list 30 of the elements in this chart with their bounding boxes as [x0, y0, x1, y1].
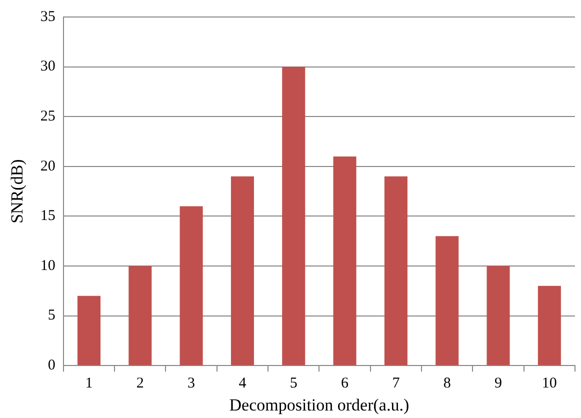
x-tick-label: 4 — [238, 376, 247, 392]
bar — [436, 236, 459, 366]
y-tick-label: 0 — [48, 358, 56, 374]
x-tick-label: 3 — [188, 376, 196, 392]
bar — [282, 66, 306, 366]
bar — [486, 266, 510, 366]
y-tick-label: 5 — [48, 308, 56, 324]
x-tick-label: 5 — [290, 376, 298, 392]
y-tick-label: 20 — [40, 158, 56, 174]
bar — [128, 266, 152, 366]
x-tick-label: 1 — [85, 376, 93, 392]
x-tick-label: 2 — [136, 376, 144, 392]
y-tick-label: 35 — [40, 8, 56, 25]
x-tick-label: 7 — [392, 376, 400, 392]
x-tick-label: 6 — [341, 376, 350, 392]
bar — [333, 156, 356, 366]
bar — [77, 296, 100, 366]
bar — [538, 286, 561, 366]
y-tick-label: 30 — [40, 58, 56, 75]
x-tick-label: 8 — [443, 376, 451, 392]
y-tick-label: 15 — [40, 208, 56, 224]
bar — [180, 206, 203, 366]
bar — [384, 176, 408, 366]
y-axis-title: SNR(dB) — [8, 159, 27, 224]
x-axis-title: Decomposition order(a.u.) — [229, 395, 410, 414]
y-tick-label: 10 — [40, 258, 56, 274]
bar — [230, 176, 254, 366]
x-tick-label: 10 — [542, 376, 557, 392]
x-tick-label: 9 — [494, 376, 502, 392]
y-tick-label: 25 — [40, 108, 56, 125]
